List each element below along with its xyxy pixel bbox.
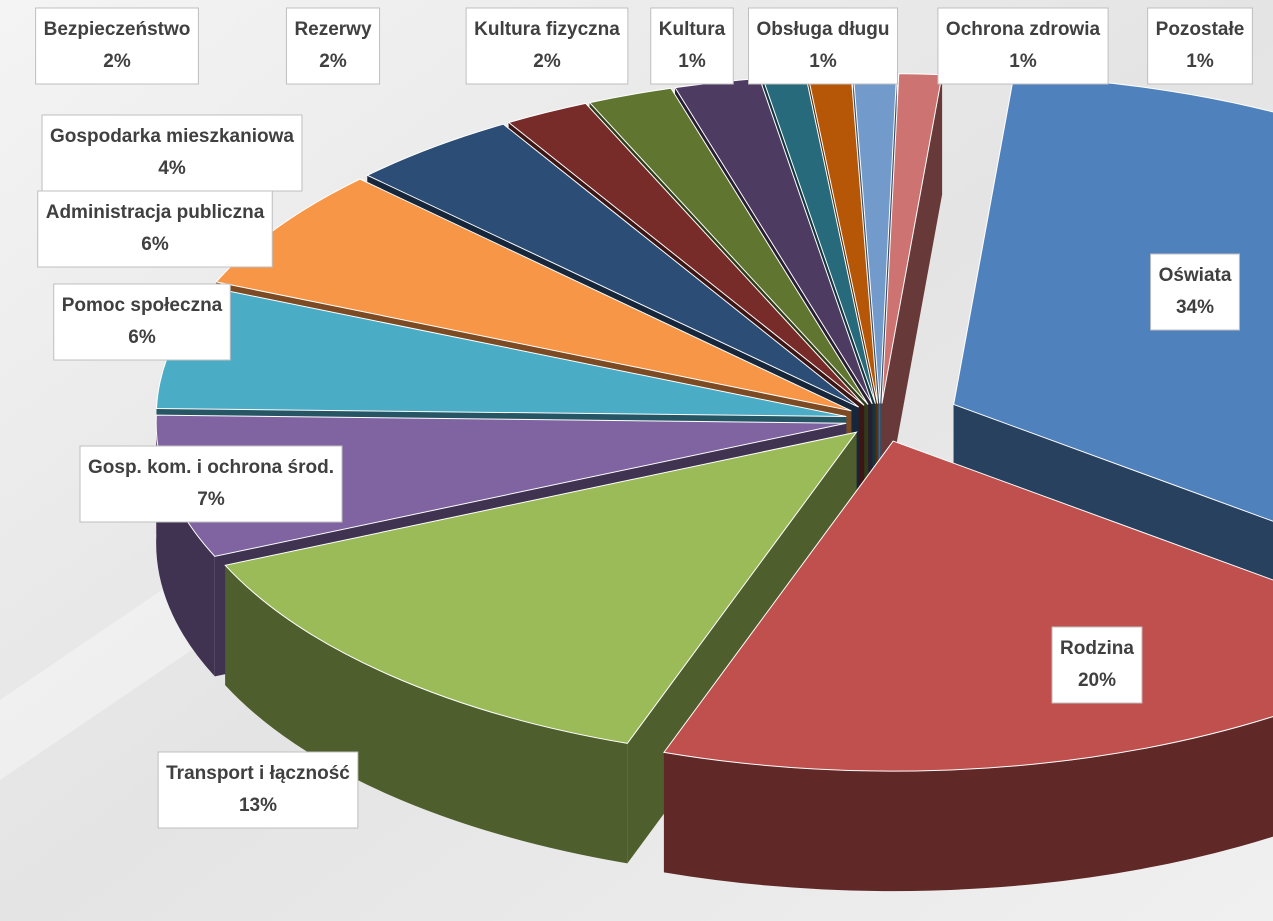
slice (953, 75, 1273, 522)
data-label-value: 4% (158, 158, 186, 179)
data-label-name: Kultura (659, 19, 726, 40)
slice (588, 87, 869, 405)
data-label-name: Administracja publiczna (46, 202, 265, 223)
slice (366, 123, 859, 408)
data-label-value: 2% (533, 51, 561, 72)
data-label-name: Gospodarka mieszkaniowa (50, 126, 294, 147)
data-label-name: Pozostałe (1156, 19, 1245, 40)
slice (881, 73, 943, 524)
data-label-name: Oświata (1159, 265, 1232, 286)
data-label-value: 1% (1009, 51, 1037, 72)
data-label-value: 6% (128, 327, 156, 348)
data-label-box (157, 751, 359, 829)
data-label-value: 13% (239, 795, 277, 816)
data-label-box (285, 7, 381, 85)
data-label-name: Rodzina (1060, 638, 1134, 659)
data-label-box (748, 7, 898, 85)
data-label-value: 20% (1078, 670, 1116, 691)
data-label-box (35, 7, 199, 85)
data-label-value: 2% (103, 51, 131, 72)
data-label-name: Kultura fizyczna (474, 19, 620, 40)
data-label-value: 1% (809, 51, 837, 72)
data-label-box (650, 7, 734, 85)
labels: Oświata 34% Rodzina 20% Transport i łączność… (35, 7, 1253, 829)
data-label-box (53, 283, 231, 361)
data-label-name: Obsługa długu (757, 19, 890, 40)
data-label-box (41, 114, 303, 192)
data-label-box (465, 7, 629, 85)
data-label-name: Transport i łączność (166, 763, 350, 784)
data-label-box (1051, 626, 1143, 704)
data-label-name: Gosp. kom. i ochrona środ. (88, 457, 334, 478)
data-label-value: 2% (319, 51, 347, 72)
data-label-box (37, 190, 273, 268)
slice (507, 102, 865, 406)
data-label-box (1150, 253, 1240, 331)
data-label-value: 1% (1186, 51, 1214, 72)
data-label-name: Bezpieczeństwo (44, 19, 191, 40)
slice-side (663, 716, 1273, 892)
data-label-name: Ochrona zdrowia (946, 19, 1101, 40)
slice (215, 178, 852, 412)
slice-side (156, 415, 215, 677)
data-label-box (79, 445, 343, 523)
data-label-value: 34% (1176, 297, 1214, 318)
slice-side (225, 565, 628, 864)
slice (224, 431, 858, 744)
data-label-box (1147, 7, 1253, 85)
data-label-value: 6% (141, 234, 169, 255)
data-label-value: 1% (678, 51, 706, 72)
data-label-value: 7% (197, 489, 225, 510)
data-label-box (937, 7, 1109, 85)
data-label-name: Pomoc społeczna (62, 295, 223, 316)
data-label-name: Rezerwy (294, 19, 372, 40)
